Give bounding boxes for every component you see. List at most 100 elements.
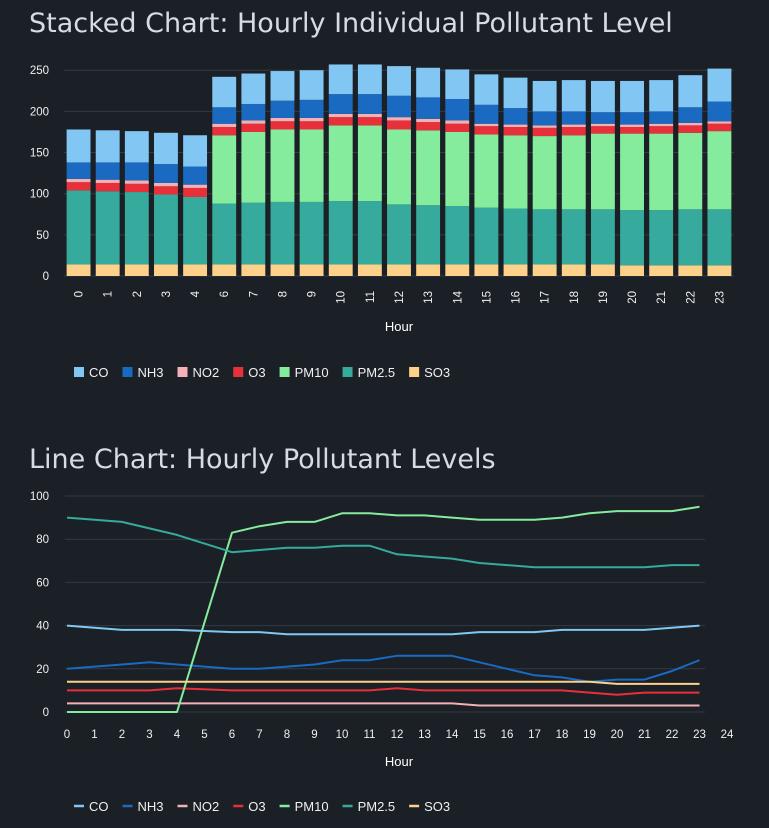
legend-item-pm10[interactable]: PM10 [279, 799, 329, 814]
bar-so3[interactable] [183, 264, 208, 276]
bar-so3[interactable] [241, 264, 266, 276]
bar-no2[interactable] [95, 179, 120, 183]
bar-pm2-5[interactable] [95, 191, 120, 265]
bar-pm10[interactable] [561, 135, 586, 210]
bar-co[interactable] [95, 130, 120, 163]
bar-pm2-5[interactable] [649, 210, 674, 266]
bar-so3[interactable] [270, 264, 295, 276]
bar-pm2-5[interactable] [445, 206, 470, 265]
bar-so3[interactable] [124, 264, 149, 276]
bar-pm2-5[interactable] [328, 201, 353, 265]
bar-pm2-5[interactable] [503, 208, 528, 265]
legend-item-co[interactable]: CO [74, 799, 109, 814]
bar-so3[interactable] [416, 264, 441, 276]
bar-nh3[interactable] [270, 100, 295, 118]
bar-pm2-5[interactable] [678, 209, 703, 266]
legend-item-pm10[interactable]: PM10 [279, 365, 329, 380]
legend-item-nh3[interactable]: NH3 [122, 365, 164, 380]
bar-pm2-5[interactable] [66, 190, 91, 265]
bar-pm2-5[interactable] [707, 209, 732, 266]
bar-no2[interactable] [124, 180, 149, 184]
bar-pm2-5[interactable] [124, 192, 149, 265]
bar-pm2-5[interactable] [416, 205, 441, 265]
line-pm10[interactable] [67, 505, 700, 713]
bar-no2[interactable] [561, 124, 586, 128]
bar-so3[interactable] [445, 264, 470, 276]
bar-no2[interactable] [620, 124, 644, 128]
bar-no2[interactable] [183, 184, 208, 188]
bar-so3[interactable] [357, 264, 382, 276]
bar-o3[interactable] [299, 121, 324, 130]
bar-so3[interactable] [590, 264, 615, 276]
bar-co[interactable] [532, 80, 557, 112]
bar-pm10[interactable] [590, 133, 615, 210]
bar-nh3[interactable] [561, 111, 586, 125]
bar-o3[interactable] [124, 183, 149, 193]
bar-o3[interactable] [66, 182, 91, 191]
bar-pm2-5[interactable] [620, 210, 644, 266]
bar-nh3[interactable] [357, 94, 382, 114]
bar-no2[interactable] [328, 113, 353, 118]
bar-nh3[interactable] [299, 99, 324, 118]
bar-co[interactable] [212, 76, 237, 108]
bar-no2[interactable] [678, 122, 703, 126]
bar-pm10[interactable] [649, 133, 674, 211]
bar-so3[interactable] [387, 264, 411, 276]
bar-pm2-5[interactable] [532, 209, 557, 265]
bar-pm2-5[interactable] [561, 209, 586, 265]
bar-nh3[interactable] [503, 108, 528, 125]
bar-nh3[interactable] [532, 111, 557, 126]
bar-nh3[interactable] [95, 162, 120, 180]
bar-so3[interactable] [532, 264, 557, 276]
bar-pm2-5[interactable] [241, 202, 266, 265]
bar-co[interactable] [241, 73, 266, 104]
bar-so3[interactable] [561, 264, 586, 276]
bar-pm10[interactable] [299, 129, 324, 202]
bar-no2[interactable] [241, 120, 266, 124]
bar-so3[interactable] [95, 264, 120, 276]
bar-pm2-5[interactable] [590, 209, 615, 265]
bar-co[interactable] [357, 64, 382, 95]
bar-pm10[interactable] [678, 132, 703, 210]
legend-item-o3[interactable]: O3 [233, 365, 266, 380]
bar-o3[interactable] [532, 127, 557, 137]
bar-co[interactable] [66, 129, 91, 163]
bar-pm10[interactable] [620, 133, 644, 211]
bar-o3[interactable] [387, 120, 411, 130]
legend-item-no2[interactable]: NO2 [177, 365, 220, 380]
bar-co[interactable] [474, 74, 499, 105]
bar-o3[interactable] [503, 127, 528, 136]
bar-pm10[interactable] [270, 129, 295, 202]
bar-co[interactable] [124, 131, 149, 163]
bar-co[interactable] [445, 69, 470, 100]
bar-o3[interactable] [357, 117, 382, 126]
bar-o3[interactable] [416, 122, 441, 131]
bar-pm2-5[interactable] [183, 196, 208, 265]
bar-so3[interactable] [212, 264, 237, 276]
bar-o3[interactable] [212, 127, 237, 136]
bar-o3[interactable] [474, 126, 499, 135]
legend-item-nh3[interactable]: NH3 [122, 799, 164, 814]
bar-pm10[interactable] [241, 131, 266, 203]
bar-o3[interactable] [678, 125, 703, 133]
legend-item-co[interactable]: CO [74, 365, 109, 380]
bar-pm10[interactable] [474, 134, 499, 208]
bar-co[interactable] [620, 80, 644, 113]
bar-nh3[interactable] [212, 107, 237, 124]
bar-pm10[interactable] [532, 136, 557, 210]
bar-o3[interactable] [241, 123, 266, 132]
bar-co[interactable] [707, 68, 732, 102]
bar-o3[interactable] [707, 123, 732, 132]
bar-pm10[interactable] [328, 125, 353, 202]
bar-nh3[interactable] [474, 104, 499, 124]
bar-no2[interactable] [649, 123, 674, 127]
bar-co[interactable] [183, 135, 208, 167]
legend-item-no2[interactable]: NO2 [177, 799, 220, 814]
bar-no2[interactable] [416, 118, 441, 123]
bar-nh3[interactable] [66, 162, 91, 179]
bar-o3[interactable] [590, 126, 615, 134]
legend-item-pm2-5[interactable]: PM2.5 [342, 365, 396, 380]
bar-nh3[interactable] [183, 166, 208, 185]
bar-pm10[interactable] [387, 129, 411, 205]
bar-nh3[interactable] [154, 164, 178, 183]
